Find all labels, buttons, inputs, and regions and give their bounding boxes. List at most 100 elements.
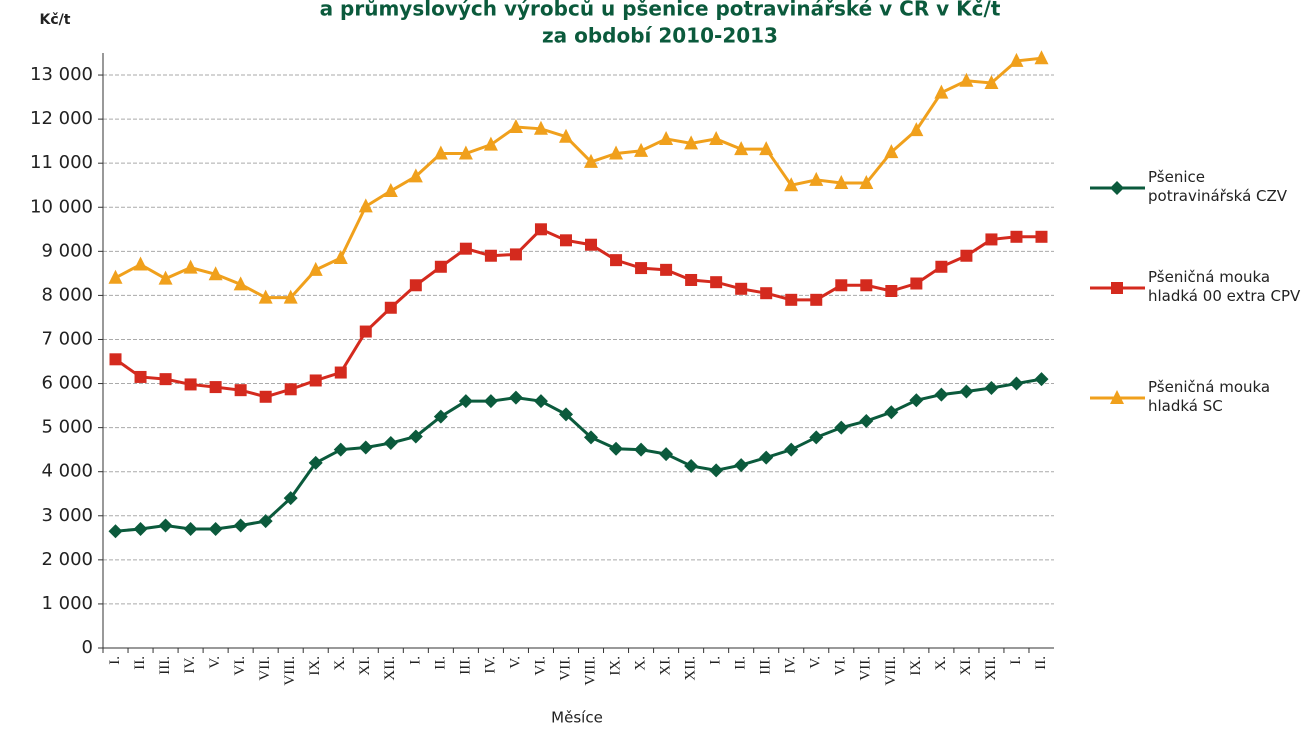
data-point <box>585 238 598 251</box>
data-point <box>333 249 348 264</box>
x-tick-label: III. <box>758 656 774 675</box>
chart-title: za období 2010-2013 <box>542 24 778 48</box>
data-point <box>1009 52 1024 67</box>
data-point <box>659 447 674 462</box>
data-point <box>108 524 123 539</box>
data-point <box>734 141 749 156</box>
data-point <box>709 463 724 478</box>
x-tick-label: XI. <box>658 656 674 676</box>
data-point <box>458 394 473 409</box>
x-tick-label: VI. <box>232 656 248 676</box>
x-tick-label: VII. <box>557 656 573 681</box>
data-point <box>433 409 448 424</box>
data-point <box>509 248 522 261</box>
data-point <box>109 353 122 366</box>
data-point <box>233 276 248 291</box>
data-point <box>358 440 373 455</box>
x-tick-label: VIII. <box>582 656 598 686</box>
data-point <box>483 136 498 151</box>
data-point <box>659 130 674 145</box>
legend-marker <box>1110 390 1124 404</box>
data-point <box>308 455 323 470</box>
x-tick-label: IV. <box>783 656 799 674</box>
data-point <box>259 390 272 403</box>
data-point <box>635 262 648 275</box>
legend-marker <box>1110 181 1124 195</box>
data-point <box>959 72 974 87</box>
data-point <box>358 198 373 213</box>
data-point <box>984 380 999 395</box>
x-tick-label: VIII. <box>883 656 899 686</box>
x-tick-label: X. <box>332 656 348 671</box>
data-point <box>559 234 572 247</box>
legend-label: Pšenice potravinářská CZV <box>1148 168 1288 205</box>
data-point <box>458 145 473 160</box>
x-tick-label: I. <box>107 656 123 665</box>
data-point <box>859 175 874 190</box>
data-point <box>133 256 148 271</box>
data-point <box>584 430 599 445</box>
x-tick-label: IX. <box>908 656 924 676</box>
y-tick-label: 5 000 <box>41 417 93 438</box>
y-tick-label: 1 000 <box>41 593 93 614</box>
data-point <box>859 414 874 429</box>
data-point <box>834 175 849 190</box>
data-point <box>810 293 823 306</box>
x-tick-label: XII. <box>382 656 398 681</box>
y-tick-label: 7 000 <box>41 328 93 349</box>
data-point <box>459 242 472 255</box>
x-tick-label: IX. <box>607 656 623 676</box>
y-tick-label: 2 000 <box>41 549 93 570</box>
x-tick-label: I. <box>1008 656 1024 665</box>
data-point <box>158 270 173 285</box>
y-tick-label: 3 000 <box>41 505 93 526</box>
y-unit: Kč/t <box>40 12 71 28</box>
x-tick-label: III. <box>457 656 473 675</box>
data-point <box>684 135 699 150</box>
data-point <box>533 120 548 135</box>
data-point <box>258 514 273 529</box>
data-point <box>283 289 298 304</box>
data-point <box>909 122 924 137</box>
data-point <box>759 141 774 156</box>
data-point <box>885 285 898 297</box>
y-tick-label: 4 000 <box>41 461 93 482</box>
x-tick-label: I. <box>407 656 423 665</box>
data-point <box>835 279 848 292</box>
data-point <box>685 273 698 286</box>
data-point <box>433 145 448 160</box>
x-tick-label: XII. <box>983 656 999 681</box>
data-point <box>234 384 247 397</box>
x-tick-label: VI. <box>532 656 548 676</box>
x-tick-label: IV. <box>182 656 198 674</box>
chart-title: a průmyslových výrobců u pšenice potravi… <box>320 0 1001 21</box>
x-tick-label: III. <box>157 656 173 675</box>
data-point <box>934 387 949 402</box>
series-line <box>114 56 1042 300</box>
x-tick-label: VIII. <box>282 656 298 686</box>
data-point <box>934 84 949 99</box>
x-tick-label: VII. <box>858 656 874 681</box>
data-point <box>384 301 397 314</box>
data-point <box>133 522 148 536</box>
data-point <box>710 276 723 289</box>
data-point <box>809 171 824 186</box>
data-point <box>233 518 248 533</box>
data-point <box>884 144 899 159</box>
x-tick-label: XI. <box>958 656 974 676</box>
x-tick-label: II. <box>432 656 448 670</box>
series-line <box>115 377 1042 533</box>
data-point <box>684 458 699 473</box>
data-point <box>333 442 348 457</box>
data-point <box>508 119 523 134</box>
data-point <box>709 130 724 145</box>
data-point <box>534 223 547 236</box>
y-tick-label: 6 000 <box>41 373 93 394</box>
x-tick-label: VI. <box>833 656 849 676</box>
x-tick-label: X. <box>633 656 649 671</box>
data-point <box>784 177 799 192</box>
y-tick-label: 10 000 <box>30 196 93 217</box>
data-point <box>860 279 873 292</box>
x-tick-label: IV. <box>482 656 498 674</box>
